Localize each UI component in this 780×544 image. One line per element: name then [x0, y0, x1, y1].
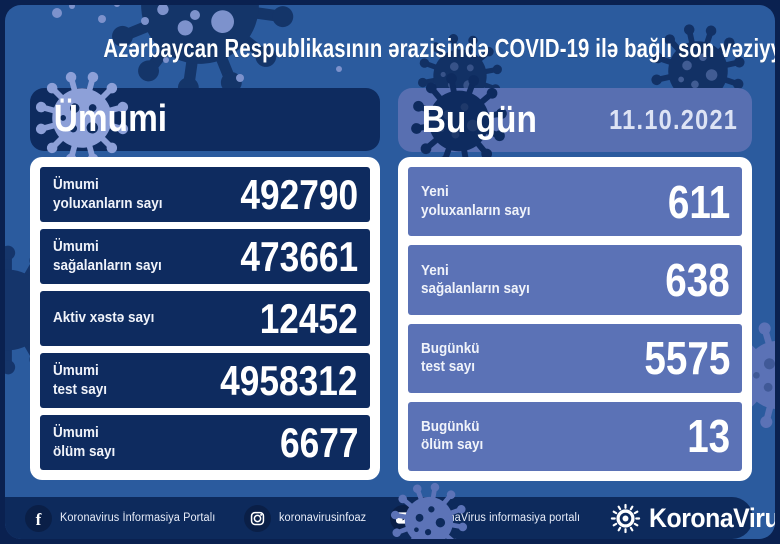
stat-label-line: Bugünkü [421, 418, 480, 436]
logo-virus-icon [609, 502, 642, 535]
decor-dot [141, 17, 149, 25]
instagram-link[interactable]: koronavirusinfoaz [243, 504, 371, 532]
report-date: 11.10.2021 [609, 104, 739, 135]
stat-label-line: test sayı [421, 358, 476, 376]
stat-label: Bugünkü test sayı [421, 340, 480, 377]
decor-dot [69, 5, 75, 9]
stat-label-line: Ümumi [53, 176, 99, 194]
logo-text: KoronaVirus [648, 502, 775, 533]
today-section-title: Bu gün [421, 98, 537, 141]
stat-row-today-tests: Bugünkü test sayı 5575 [408, 323, 742, 393]
facebook-link[interactable]: f Koronavirus İnformasiya Portalı [25, 504, 224, 532]
stat-row-active-cases: Aktiv xəstə sayı 12452 [40, 291, 370, 346]
virus-silhouette-icon [379, 471, 479, 539]
stat-label: Bugünkü ölüm sayı [421, 418, 483, 455]
stat-value: 4958312 [220, 356, 358, 404]
stat-label-line: Yeni [421, 261, 449, 279]
stat-label-line: Ümumi [53, 424, 99, 442]
stat-label-line: test sayı [53, 380, 108, 398]
stat-value: 492790 [240, 170, 358, 218]
stat-value: 13 [687, 410, 730, 463]
facebook-icon: f [25, 504, 52, 532]
instagram-icon [243, 504, 271, 532]
stat-row-total-infections: Ümumi yoluxanların sayı 492790 [40, 167, 370, 222]
stat-label-line: Ümumi [53, 362, 99, 380]
stat-row-total-deaths: Ümumi ölüm sayı 6677 [40, 415, 370, 470]
stat-label: Ümumi sağalanların sayı [53, 238, 162, 275]
stat-label: Aktiv xəstə sayı [53, 309, 154, 327]
today-section-header: Bu gün 11.10.2021 [398, 88, 752, 152]
stat-row-new-recovered: Yeni sağalanların sayı 638 [408, 245, 742, 315]
stat-label: Yeni yoluxanların sayı [421, 183, 531, 220]
stat-value: 473661 [240, 232, 358, 280]
stat-value: 12452 [259, 294, 358, 342]
facebook-label: Koronavirus İnformasiya Portalı [60, 512, 216, 524]
youtube-label: KoronaVirus informasiya portalı [425, 512, 581, 524]
stat-value: 611 [667, 175, 730, 228]
stat-label-line: ölüm sayı [53, 442, 116, 460]
stat-value: 5575 [644, 332, 730, 385]
stat-label: Yeni sağalanların sayı [421, 262, 530, 299]
stat-label-line: yoluxanların sayı [53, 194, 163, 212]
stat-label-line: Aktiv xəstə sayı [53, 309, 155, 327]
stat-row-new-infections: Yeni yoluxanların sayı 611 [408, 167, 742, 237]
stat-value: 6677 [279, 418, 358, 466]
stat-label-line: ölüm sayı [421, 436, 484, 454]
stat-label: Ümumi yoluxanların sayı [53, 176, 163, 213]
stat-label-line: Yeni [421, 183, 449, 201]
total-section-title: Ümumi [53, 98, 168, 140]
stat-label-line: yoluxanların sayı [421, 201, 531, 219]
stat-row-total-tests: Ümumi test sayı 4958312 [40, 353, 370, 408]
infographic-card: Azərbaycan Respublikasının ərazisində CO… [5, 5, 775, 539]
decor-dot [336, 66, 342, 72]
decor-dot [98, 15, 106, 23]
stat-label: Ümumi test sayı [53, 362, 107, 399]
facebook-glyph: f [35, 510, 42, 529]
stat-value: 638 [665, 253, 730, 306]
stat-label-line: sağalanların sayı [421, 279, 530, 297]
stat-row-today-deaths: Bugünkü ölüm sayı 13 [408, 401, 742, 471]
stat-label-line: sağalanların sayı [53, 256, 162, 274]
decor-dot [163, 57, 169, 63]
koronavirus-logo[interactable]: KoronaVirus info [609, 502, 775, 535]
stat-label-line: Ümumi [53, 238, 99, 256]
total-stats-panel: Ümumi yoluxanların sayı 492790 Ümumi sağ… [30, 157, 380, 480]
decor-dot [114, 5, 120, 7]
instagram-label: koronavirusinfoaz [278, 512, 366, 524]
stat-label: Ümumi ölüm sayı [53, 424, 115, 461]
today-stats-panel: Yeni yoluxanların sayı 611 Yeni sağalanl… [398, 157, 752, 481]
stat-label-line: Bugünkü [421, 339, 480, 357]
footer: f Koronavirus İnformasiya Portalı korona… [5, 497, 775, 539]
banner: Azərbaycan Respublikasının ərazisində CO… [5, 33, 775, 64]
decor-dot [190, 10, 200, 20]
decor-dot [52, 8, 62, 18]
total-section-header: Ümumi [30, 88, 380, 151]
stat-row-total-recovered: Ümumi sağalanların sayı 473661 [40, 229, 370, 284]
banner-title: Azərbaycan Respublikasının ərazisində CO… [103, 33, 775, 63]
decor-dot [236, 74, 244, 82]
